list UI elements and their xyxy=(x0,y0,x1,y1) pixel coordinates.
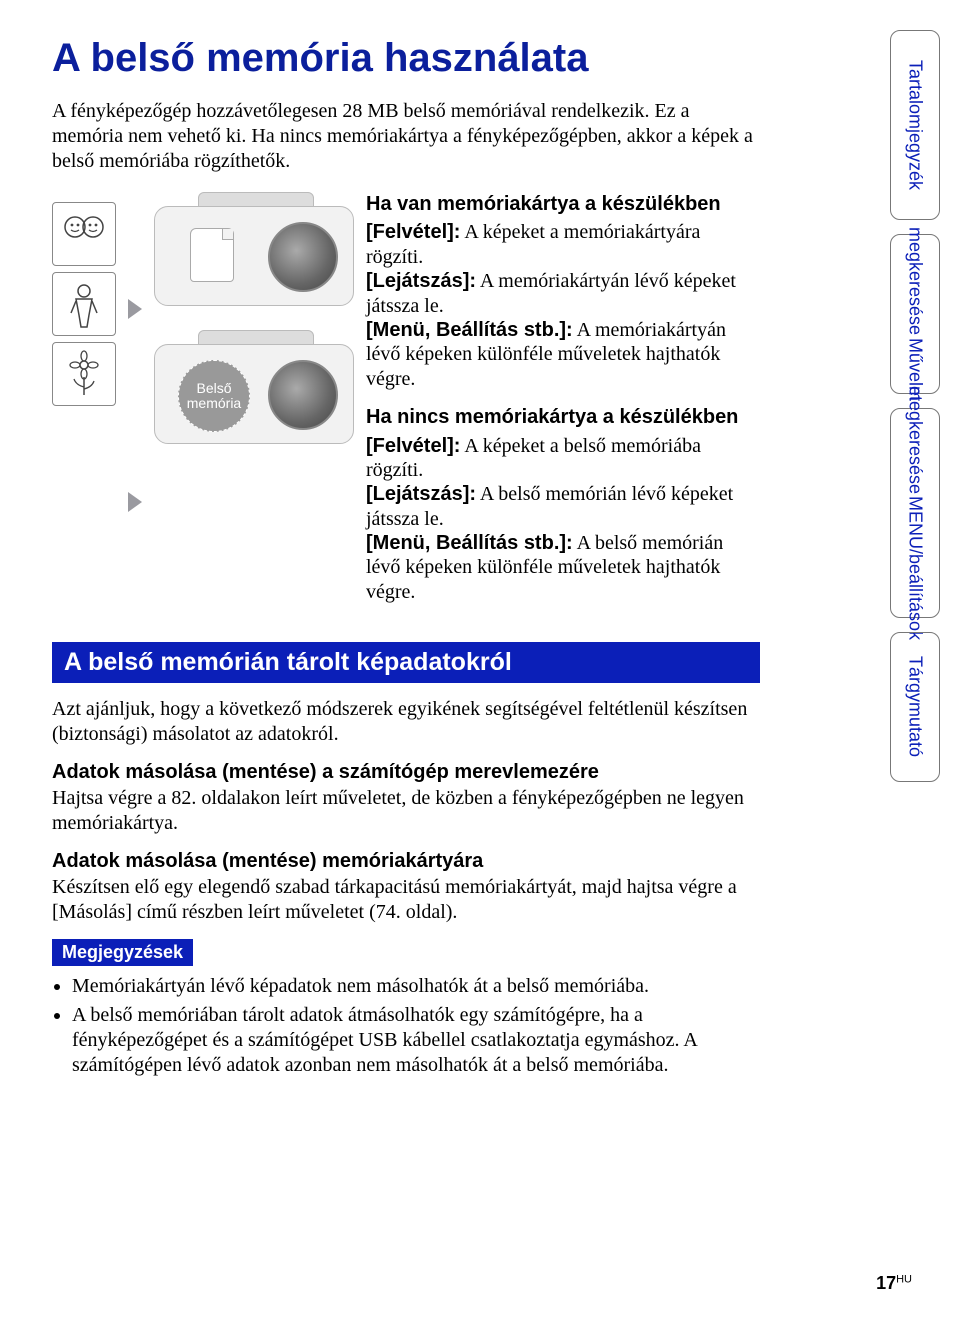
page-lang: HU xyxy=(896,1274,912,1286)
tab-label: megkeresése xyxy=(905,227,926,335)
without-card-body: [Felvétel]: A képeket a belső memóriába … xyxy=(366,434,760,605)
diagram-block: Belső memória Ha van memóriakártya a kés… xyxy=(52,192,760,618)
thumbnail-column xyxy=(52,192,116,618)
camera-internal-mem-icon: Belső memória xyxy=(154,330,354,450)
tab-label: Tartalomjegyzék xyxy=(905,60,926,190)
label-felvetel: [Felvétel]: xyxy=(366,435,460,457)
side-tabs: Tartalomjegyzék megkeresése Művelet megk… xyxy=(890,30,940,782)
tab-muvelet-megkeresese[interactable]: megkeresése Művelet xyxy=(890,234,940,394)
label-lejatszas: [Lejátszás]: xyxy=(366,483,476,505)
page-number-value: 17 xyxy=(876,1273,896,1293)
tab-label: Tárgymutató xyxy=(905,656,926,757)
arrow-right-icon xyxy=(128,492,142,512)
page-title: A belső memória használata xyxy=(52,36,760,81)
page-number: 17HU xyxy=(876,1273,912,1294)
section-bar: A belső memórián tárolt képadatokról xyxy=(52,642,760,683)
internal-memory-label: Belső memória xyxy=(178,360,250,432)
advice-paragraph: Azt ajánljuk, hogy a következő módszerek… xyxy=(52,697,760,747)
thumb-faces-icon xyxy=(52,202,116,266)
arrow-column xyxy=(128,192,142,618)
copy-pc-text: Hajtsa végre a 82. oldalakon leírt művel… xyxy=(52,786,760,836)
notes-list: Memóriakártyán lévő képadatok nem másolh… xyxy=(52,974,760,1078)
with-card-body: [Felvétel]: A képeket a memóriakártyára … xyxy=(366,220,760,391)
description-column: Ha van memóriakártya a készülékben [Felv… xyxy=(366,192,760,618)
tab-menu-beallitasok[interactable]: megkeresése MENU/beállítások xyxy=(890,408,940,618)
camera-with-card-icon xyxy=(154,192,354,312)
thumb-person-icon xyxy=(52,272,116,336)
tab-tartalomjegyzek[interactable]: Tartalomjegyzék xyxy=(890,30,940,220)
note-item: Memóriakártyán lévő képadatok nem másolh… xyxy=(72,974,760,999)
notes-badge: Megjegyzések xyxy=(52,939,193,966)
with-card-heading: Ha van memóriakártya a készülékben xyxy=(366,192,760,216)
tab-label: megkeresése xyxy=(905,386,926,494)
intro-paragraph: A fényképezőgép hozzávetőlegesen 28 MB b… xyxy=(52,99,760,174)
tab-targymutato[interactable]: Tárgymutató xyxy=(890,632,940,782)
label-felvetel: [Felvétel]: xyxy=(366,221,460,243)
label-menu: [Menü, Beállítás stb.]: xyxy=(366,319,573,341)
label-lejatszas: [Lejátszás]: xyxy=(366,270,476,292)
thumb-flower-icon xyxy=(52,342,116,406)
arrow-right-icon xyxy=(128,299,142,319)
tab-label: MENU/beállítások xyxy=(905,496,926,640)
copy-pc-heading: Adatok másolása (mentése) a számítógép m… xyxy=(52,761,760,784)
copy-card-heading: Adatok másolása (mentése) memóriakártyár… xyxy=(52,850,760,873)
note-item: A belső memóriában tárolt adatok átmásol… xyxy=(72,1003,760,1078)
without-card-heading: Ha nincs memóriakártya a készülékben xyxy=(366,405,760,429)
camera-column: Belső memória xyxy=(154,192,354,618)
label-menu: [Menü, Beállítás stb.]: xyxy=(366,532,573,554)
copy-card-text: Készítsen elő egy elegendő szabad tárkap… xyxy=(52,875,760,925)
